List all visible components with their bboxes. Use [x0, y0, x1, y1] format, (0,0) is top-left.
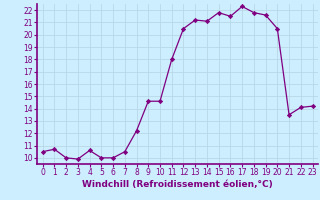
X-axis label: Windchill (Refroidissement éolien,°C): Windchill (Refroidissement éolien,°C): [82, 180, 273, 189]
